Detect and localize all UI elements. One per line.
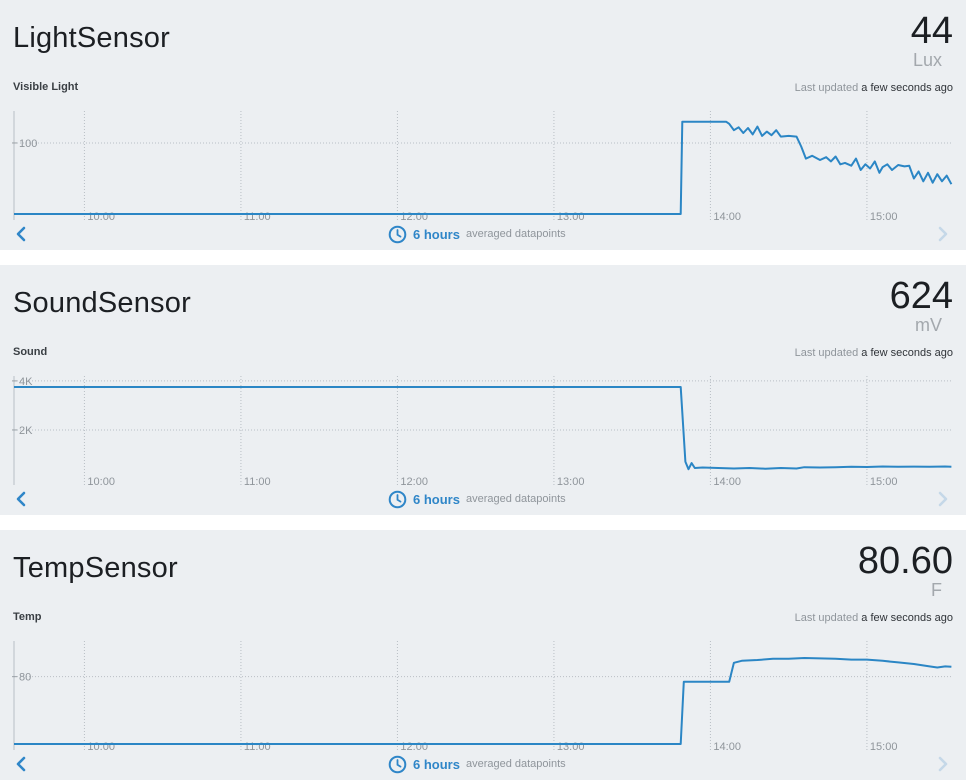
lightsensor-series-label: Visible Light (13, 81, 79, 93)
lightsensor-card: LightSensor 44 Lux Visible Light Last up… (0, 0, 966, 250)
chevron-left-icon (16, 226, 26, 242)
lightsensor-chart: 10:00 11:00 12:00 13:00 14:00 15:00 100 (0, 105, 966, 223)
chevron-right-icon (938, 756, 948, 772)
x-tick-label: 13:00 (557, 476, 585, 488)
x-tick-label: 12:00 (400, 476, 428, 488)
tempsensor-last-updated: Last updated a few seconds ago (795, 612, 953, 624)
tempsensor-unit: F (931, 580, 942, 600)
last-updated-when: a few seconds ago (861, 612, 953, 624)
tempsensor-title: TempSensor (13, 552, 178, 584)
tempsensor-prev-button[interactable] (12, 754, 30, 774)
chevron-left-icon (16, 491, 26, 507)
y-tick-label: 2K (19, 425, 33, 437)
y-tick-label: 4K (19, 376, 33, 388)
tempsensor-chart: 10:00 11:00 12:00 13:00 14:00 15:00 80 (0, 635, 966, 753)
x-tick-label: 11:00 (244, 211, 271, 223)
tempsensor-series-label: Temp (13, 611, 42, 623)
y-tick-label: 100 (19, 138, 37, 150)
lightsensor-title: LightSensor (13, 22, 170, 54)
tempsensor-chart-svg: 10:00 11:00 12:00 13:00 14:00 15:00 80 (12, 641, 953, 753)
x-tick-label: 13:00 (557, 741, 585, 753)
series-line (14, 657, 952, 745)
x-tick-label: 10:00 (87, 476, 115, 488)
last-updated-prefix: Last updated (794, 612, 859, 624)
soundsensor-card: SoundSensor 624 mV Sound Last updated a … (0, 265, 966, 515)
chevron-left-icon (16, 756, 26, 772)
lightsensor-chart-svg: 10:00 11:00 12:00 13:00 14:00 15:00 100 (12, 111, 953, 223)
lightsensor-prev-button[interactable] (12, 224, 30, 244)
series-line (14, 120, 953, 215)
tempsensor-card: TempSensor 80.60 F Temp Last updated a f… (0, 530, 966, 780)
range-hours-button[interactable]: 6 hours (413, 491, 460, 507)
lightsensor-time-range: 6 hours averaged datapoints (388, 223, 566, 245)
chevron-right-icon (938, 226, 948, 242)
x-tick-label: 15:00 (870, 211, 898, 223)
x-tick-label: 14:00 (713, 476, 741, 488)
series-line (14, 386, 952, 471)
x-tick-label: 13:00 (557, 211, 585, 223)
soundsensor-series-label: Sound (13, 346, 48, 358)
lightsensor-value: 44 (910, 10, 953, 52)
range-note: averaged datapoints (465, 758, 566, 770)
soundsensor-prev-button[interactable] (12, 489, 30, 509)
y-tick-label: 80 (19, 672, 31, 684)
soundsensor-time-range: 6 hours averaged datapoints (388, 488, 566, 510)
tempsensor-value: 80.60 (857, 540, 953, 582)
x-tick-label: 15:00 (870, 476, 898, 488)
x-tick-label: 11:00 (244, 741, 271, 753)
soundsensor-next-button[interactable] (934, 489, 952, 509)
soundsensor-last-updated: Last updated a few seconds ago (795, 347, 953, 359)
range-note: averaged datapoints (465, 228, 566, 240)
clock-icon[interactable] (388, 225, 407, 244)
soundsensor-title: SoundSensor (13, 287, 191, 319)
x-tick-label: 10:00 (87, 211, 115, 223)
tempsensor-time-range: 6 hours averaged datapoints (388, 753, 566, 775)
x-tick-label: 12:00 (400, 741, 428, 753)
tempsensor-next-button[interactable] (934, 754, 952, 774)
x-tick-label: 15:00 (870, 741, 898, 753)
last-updated-when: a few seconds ago (861, 347, 953, 359)
x-tick-label: 10:00 (87, 741, 115, 753)
lightsensor-last-updated: Last updated a few seconds ago (795, 82, 953, 94)
soundsensor-unit: mV (915, 315, 942, 335)
x-tick-label: 14:00 (713, 741, 741, 753)
x-tick-label: 12:00 (400, 211, 428, 223)
lightsensor-unit: Lux (912, 50, 942, 70)
range-note: averaged datapoints (465, 493, 566, 505)
range-hours-button[interactable]: 6 hours (413, 226, 460, 242)
x-tick-label: 11:00 (244, 476, 271, 488)
soundsensor-chart-svg: 10:00 11:00 12:00 13:00 14:00 15:00 2K 4K (12, 376, 953, 488)
lightsensor-next-button[interactable] (934, 224, 952, 244)
soundsensor-chart: 10:00 11:00 12:00 13:00 14:00 15:00 2K 4K (0, 370, 966, 488)
soundsensor-value: 624 (889, 275, 953, 317)
last-updated-prefix: Last updated (794, 347, 859, 359)
chevron-right-icon (938, 491, 948, 507)
last-updated-when: a few seconds ago (861, 82, 953, 94)
clock-icon[interactable] (388, 755, 407, 774)
last-updated-prefix: Last updated (794, 82, 859, 94)
clock-icon[interactable] (388, 490, 407, 509)
x-tick-label: 14:00 (713, 211, 741, 223)
